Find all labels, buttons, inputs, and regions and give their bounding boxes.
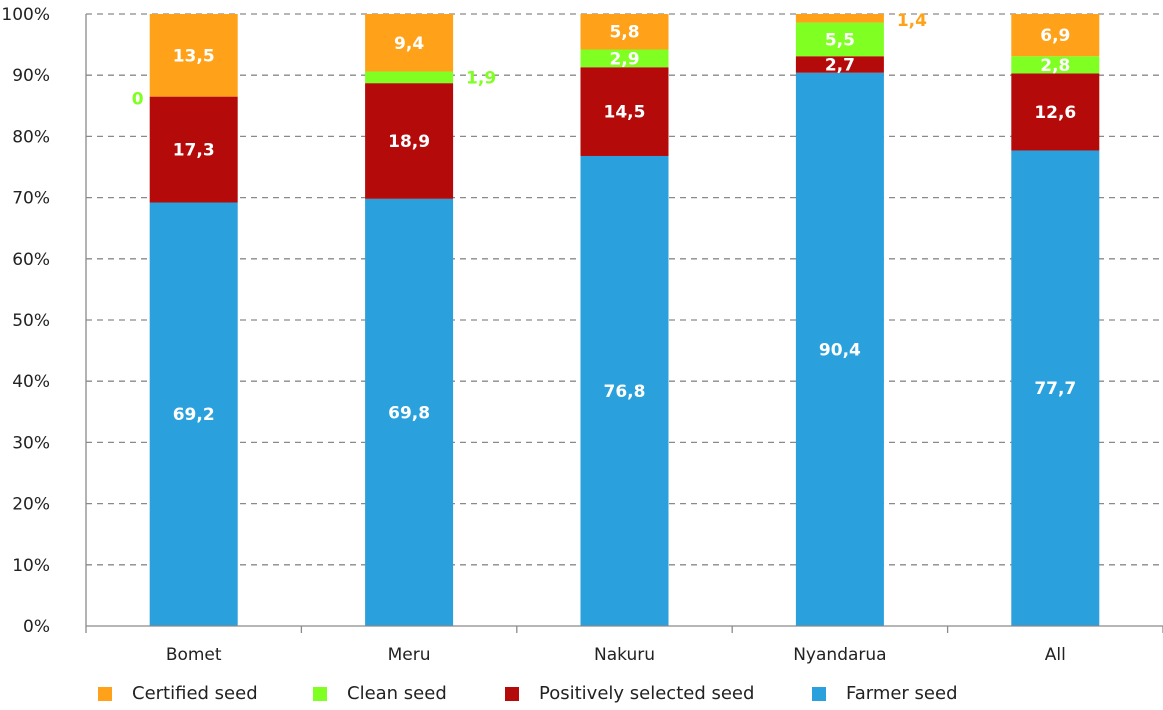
data-label: 6,9 — [1040, 26, 1070, 46]
bar-segment-farmer-seed — [795, 72, 884, 626]
bar-segment-farmer-seed — [149, 202, 238, 626]
bar-segment-positively-selected-seed — [1011, 73, 1100, 151]
data-label: 5,5 — [825, 30, 855, 50]
legend-item: Positively selected seed — [505, 683, 754, 704]
legend-label: Certified seed — [132, 683, 258, 704]
data-label: 0 — [132, 90, 144, 110]
data-label: 69,8 — [388, 403, 430, 423]
bar-segment-positively-selected-seed — [365, 83, 454, 199]
y-tick-label: 70% — [12, 189, 50, 209]
x-tick-label: Nyandarua — [793, 645, 886, 665]
bar-segment-clean-seed — [795, 22, 884, 57]
bar-segment-clean-seed — [1011, 56, 1100, 74]
data-label: 69,2 — [173, 405, 215, 425]
legend-label: Positively selected seed — [539, 683, 755, 704]
bar-segment-certified-seed — [365, 14, 454, 72]
data-label: 17,3 — [173, 141, 215, 161]
data-label: 76,8 — [604, 382, 646, 402]
chart-legend: Certified seed Clean seed Positively selec… — [0, 683, 1163, 705]
data-label: 5,8 — [609, 23, 639, 43]
y-tick-label: 0% — [23, 617, 50, 637]
y-tick-label: 80% — [12, 127, 50, 147]
data-label: 2,9 — [609, 49, 639, 69]
x-tick-label: Nakuru — [594, 645, 655, 665]
y-tick-label: 20% — [12, 495, 50, 515]
bar-segment-farmer-seed — [580, 155, 669, 626]
bar-segment-certified-seed — [795, 14, 884, 23]
data-label: 18,9 — [388, 132, 430, 152]
data-label: 77,7 — [1034, 379, 1076, 399]
bar-segment-farmer-seed — [365, 198, 454, 626]
legend-item: Clean seed — [313, 683, 447, 704]
legend-swatch — [98, 686, 112, 701]
bar-segment-farmer-seed — [1011, 150, 1100, 626]
y-tick-label: 100% — [1, 5, 50, 25]
y-tick-label: 40% — [12, 372, 50, 392]
stacked-bar-chart: 0% 10% 20% 30% 40% 50% 60% 70% 80% 90% 100% 69,2 17,… — [1, 5, 1163, 665]
y-tick-label: 30% — [12, 433, 50, 453]
data-label: 1,9 — [466, 69, 496, 89]
data-label: 14,5 — [604, 103, 646, 123]
data-label: 12,6 — [1034, 103, 1076, 123]
x-tick-label: Bomet — [166, 645, 222, 665]
x-tick-label: Meru — [388, 645, 431, 665]
data-label: 9,4 — [394, 34, 424, 54]
legend-swatch — [812, 686, 826, 701]
bar-segment-certified-seed — [1011, 14, 1100, 57]
data-label: 13,5 — [173, 46, 215, 66]
legend-label: Farmer seed — [846, 683, 958, 704]
x-tick-label: All — [1045, 645, 1066, 665]
legend-swatch — [313, 686, 327, 701]
y-tick-label: 90% — [12, 66, 50, 86]
bar-segment-certified-seed — [580, 14, 669, 50]
bar-segment-clean-seed — [365, 71, 454, 84]
y-tick-label: 10% — [12, 556, 50, 576]
legend-label: Clean seed — [347, 683, 447, 704]
bar-segment-certified-seed — [149, 14, 238, 97]
legend-item: Farmer seed — [812, 683, 958, 704]
y-tick-label: 50% — [12, 311, 50, 331]
bar-segment-positively-selected-seed — [149, 96, 238, 203]
y-tick-label: 60% — [12, 250, 50, 270]
bar-segment-clean-seed — [580, 49, 669, 68]
legend-item: Certified seed — [98, 683, 258, 704]
data-label: 2,8 — [1040, 56, 1070, 76]
bar-segment-positively-selected-seed — [580, 67, 669, 156]
data-label: 1,4 — [897, 11, 927, 31]
data-label: 90,4 — [819, 340, 861, 360]
legend-swatch — [505, 686, 519, 701]
bar-segment-positively-selected-seed — [795, 56, 884, 73]
data-label: 2,7 — [825, 55, 855, 75]
